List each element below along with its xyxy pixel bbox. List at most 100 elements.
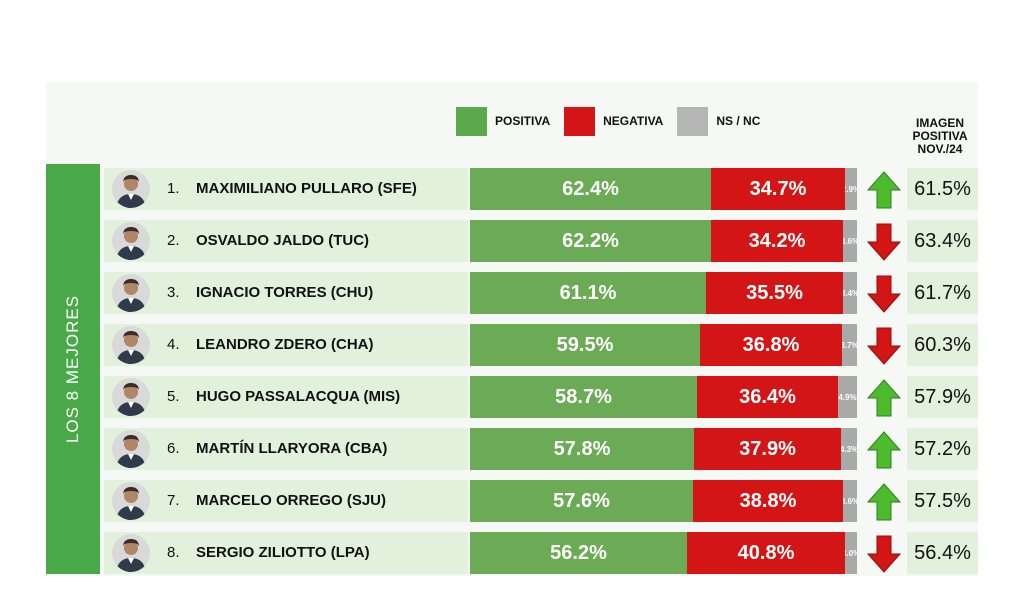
bar-positiva: 62.4%	[470, 168, 711, 210]
bar-nsnc: 4.3%	[841, 428, 857, 470]
label-positiva: 61.1%	[559, 281, 617, 304]
bar-negativa: 38.8%	[693, 480, 843, 522]
table-row: 8.SERGIO ZILIOTTO (LPA)56.2%40.8%3.0%56.…	[100, 532, 978, 574]
governor-name: OSVALDO JALDO (TUC)	[196, 232, 370, 249]
legend-item-nsnc: NS / NC	[677, 106, 761, 136]
stacked-bar: 56.2% 40.8% 3.0%	[470, 532, 857, 574]
label-negativa: 35.5%	[746, 281, 803, 304]
arrow-down-icon	[866, 274, 902, 314]
table-row: 7. MARCELO ORREGO (SJU) 57.6% 38.8% 3.6% 57.5…	[100, 480, 978, 522]
label-nsnc: 3.0%	[845, 548, 857, 558]
bar-negativa: 36.8%	[700, 324, 842, 366]
governor-name: SERGIO ZILIOTTO (LPA)	[196, 544, 370, 561]
bar-positiva: 62.2%	[470, 220, 711, 262]
name-cell: 3. IGNACIO TORRES (CHU)	[104, 272, 468, 314]
bar-positiva: 56.2%	[470, 532, 687, 574]
name-cell: 8. SERGIO ZILIOTTO (LPA)	[104, 532, 468, 574]
bar-nsnc: 3.6%	[843, 480, 857, 522]
governor-name: MAXIMILIANO PULLARO (SFE)	[196, 180, 417, 197]
label-negativa: 36.4%	[739, 385, 796, 408]
stacked-bar: 58.7% 36.4% 4.9%	[470, 376, 857, 418]
avatar	[112, 482, 150, 520]
label-nsnc: 4.9%	[838, 392, 857, 402]
name-cell: 7. MARCELO ORREGO (SJU)	[104, 480, 468, 522]
label-nsnc: 4.3%	[841, 444, 857, 454]
rank-number: 2.	[167, 232, 180, 249]
stacked-bar: 62.2% 34.2% 3.6%	[470, 220, 857, 262]
bar-negativa: 34.7%	[711, 168, 845, 210]
bar-negativa: 34.2%	[711, 220, 843, 262]
rank-number: 3.	[167, 284, 180, 301]
table-row: 5. HUGO PASSALACQUA (MIS) 58.7% 36.4% 4.9% 57…	[100, 376, 978, 418]
label-positiva: 57.6%	[553, 489, 610, 512]
side-band: LOS 8 MEJORES	[46, 164, 100, 574]
stacked-bar: 57.8% 37.9% 4.3%	[470, 428, 857, 470]
stacked-bar: 59.5% 36.8% 3.7%	[470, 324, 857, 366]
label-nsnc: 3.7%	[842, 340, 857, 350]
side-label: LOS 8 MEJORES	[63, 294, 82, 444]
rank-number: 5.	[167, 388, 180, 405]
stacked-bar: 62.4% 34.7% 2.9%	[470, 168, 857, 210]
bar-positiva: 57.8%	[470, 428, 694, 470]
imagen-positiva-value: 63.4%	[907, 220, 978, 262]
imagen-positiva-value: 57.2%	[907, 428, 978, 470]
avatar	[112, 534, 150, 572]
avatar	[112, 222, 150, 260]
arrow-up-icon	[866, 482, 902, 522]
label-negativa: 34.2%	[748, 229, 806, 252]
imagen-positiva-value: 57.5%	[907, 480, 978, 522]
bar-negativa: 40.8%	[687, 532, 845, 574]
imagen-positiva-value: 56.4%	[907, 532, 978, 574]
avatar	[112, 378, 150, 416]
bar-nsnc: 2.9%	[845, 168, 857, 210]
imagen-positiva-value: 60.3%	[907, 324, 978, 366]
bar-negativa: 35.5%	[706, 272, 843, 314]
table-row: 3. IGNACIO TORRES (CHU) 61.1% 35.5% 3.4% 61.7…	[100, 272, 978, 314]
table-row: 4. LEANDRO ZDERO (CHA) 59.5% 36.8% 3.7% 60.3%	[100, 324, 978, 366]
label-nsnc: 3.4%	[843, 288, 857, 298]
legend-item-positiva: POSITIVA	[456, 106, 550, 136]
avatar	[112, 326, 150, 364]
rank-number: 4.	[167, 336, 180, 353]
name-cell: 6. MARTÍN LLARYORA (CBA)	[104, 428, 468, 470]
label-negativa: 34.7%	[749, 177, 807, 200]
avatar	[112, 170, 150, 208]
label-nsnc: 3.6%	[843, 496, 857, 506]
imagen-positiva-value: 61.5%	[907, 168, 978, 210]
legend-swatch-positiva	[456, 106, 487, 136]
label-negativa: 38.8%	[739, 489, 797, 512]
governor-name: HUGO PASSALACQUA (MIS)	[196, 388, 401, 405]
arrow-down-icon	[866, 326, 902, 366]
arrow-up-icon	[866, 430, 902, 470]
bar-nsnc: 3.7%	[842, 324, 857, 366]
label-negativa: 36.8%	[742, 333, 800, 356]
bar-negativa: 36.4%	[697, 376, 838, 418]
bar-positiva: 58.7%	[470, 376, 697, 418]
avatar	[112, 274, 150, 312]
arrow-up-icon	[866, 170, 902, 210]
legend: POSITIVA NEGATIVA NS / NC	[456, 106, 774, 136]
arrow-down-icon	[866, 222, 902, 262]
label-positiva: 62.2%	[562, 229, 619, 252]
rank-number: 8.	[167, 544, 180, 561]
table-row: 2. OSVALDO JALDO (TUC) 62.2% 34.2% 3.6% 63.4%	[100, 220, 978, 262]
governor-name: MARTÍN LLARYORA (CBA)	[196, 440, 388, 457]
stacked-bar: 61.1% 35.5% 3.4%	[470, 272, 857, 314]
name-cell: 5. HUGO PASSALACQUA (MIS)	[104, 376, 468, 418]
imagen-positiva-value: 61.7%	[907, 272, 978, 314]
name-cell: 2. OSVALDO JALDO (TUC)	[104, 220, 468, 262]
label-negativa: 37.9%	[739, 437, 796, 460]
governor-name: MARCELO ORREGO (SJU)	[196, 492, 387, 509]
label-nsnc: 3.6%	[843, 236, 857, 246]
bar-positiva: 59.5%	[470, 324, 700, 366]
rank-number: 1.	[167, 180, 180, 197]
legend-swatch-negativa	[564, 106, 596, 136]
rank-number: 6.	[167, 440, 180, 457]
governor-name: IGNACIO TORRES (CHU)	[196, 284, 374, 301]
bar-positiva: 61.1%	[470, 272, 706, 314]
imagen-positiva-header: IMAGEN POSITIVA NOV./24	[912, 116, 968, 156]
name-cell: 4. LEANDRO ZDERO (CHA)	[104, 324, 468, 366]
legend-label-nsnc: NS / NC	[716, 114, 761, 128]
avatar	[112, 430, 150, 468]
label-positiva: 58.7%	[555, 385, 612, 408]
